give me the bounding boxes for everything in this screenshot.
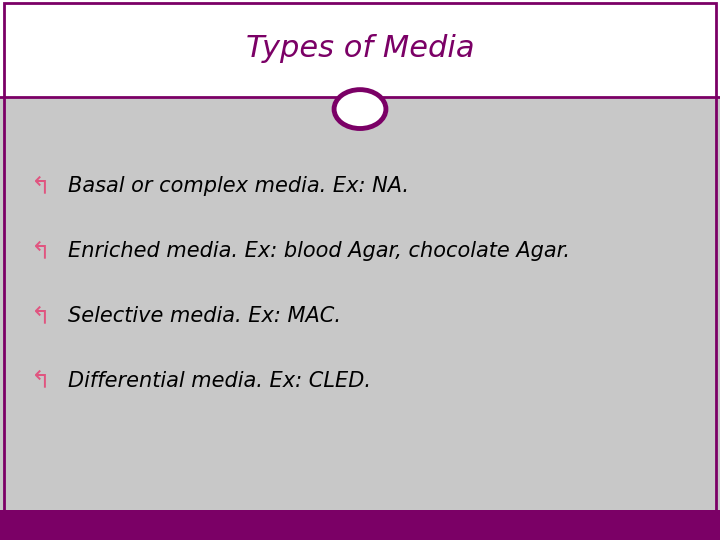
Text: Types of Media: Types of Media bbox=[246, 34, 474, 63]
Bar bbox=[0, 97, 720, 510]
Text: Enriched media. Ex: blood Agar, chocolate Agar.: Enriched media. Ex: blood Agar, chocolat… bbox=[68, 241, 570, 261]
Text: Basal or complex media. Ex: NA.: Basal or complex media. Ex: NA. bbox=[68, 176, 410, 197]
Text: ↰: ↰ bbox=[31, 304, 50, 328]
Circle shape bbox=[334, 90, 386, 129]
Text: ↰: ↰ bbox=[31, 369, 50, 393]
Text: Differential media. Ex: CLED.: Differential media. Ex: CLED. bbox=[68, 370, 372, 391]
Text: Selective media. Ex: MAC.: Selective media. Ex: MAC. bbox=[68, 306, 341, 326]
Text: ↰: ↰ bbox=[31, 174, 50, 198]
Text: ↰: ↰ bbox=[31, 239, 50, 263]
Bar bbox=[0, 510, 720, 540]
